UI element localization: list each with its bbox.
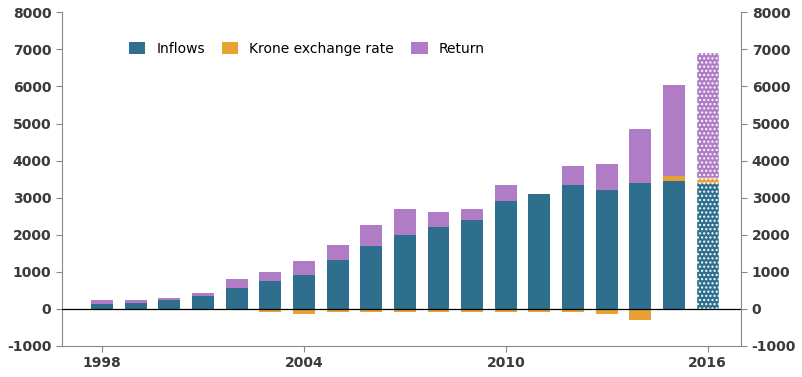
Bar [293, 261, 314, 275]
Bar [259, 271, 281, 281]
Bar [460, 309, 483, 312]
Bar [696, 53, 718, 178]
Bar [629, 129, 650, 183]
Bar [629, 309, 650, 320]
Bar [595, 190, 617, 309]
Bar [293, 275, 314, 309]
Bar [326, 261, 348, 309]
Bar [192, 293, 213, 296]
Bar [662, 176, 684, 181]
Bar [561, 166, 583, 185]
Bar [225, 288, 247, 309]
Bar [394, 209, 415, 234]
Bar [460, 209, 483, 220]
Bar [225, 309, 247, 311]
Bar [696, 183, 718, 309]
Legend: Inflows, Krone exchange rate, Return: Inflows, Krone exchange rate, Return [123, 36, 489, 61]
Bar [460, 220, 483, 309]
Bar [394, 234, 415, 309]
Bar [124, 303, 147, 309]
Bar [326, 245, 348, 261]
Bar [427, 227, 449, 309]
Bar [360, 225, 382, 246]
Bar [91, 305, 113, 309]
Bar [360, 309, 382, 312]
Bar [259, 281, 281, 309]
Bar [124, 300, 147, 303]
Bar [394, 309, 415, 312]
Bar [662, 85, 684, 176]
Bar [561, 185, 583, 309]
Bar [192, 296, 213, 309]
Bar [158, 297, 180, 300]
Bar [158, 300, 180, 309]
Bar [326, 309, 348, 312]
Bar [91, 300, 113, 305]
Bar [595, 164, 617, 190]
Bar [595, 309, 617, 314]
Bar [259, 309, 281, 312]
Bar [494, 309, 516, 312]
Bar [427, 309, 449, 312]
Bar [629, 183, 650, 309]
Bar [494, 185, 516, 201]
Bar [360, 246, 382, 309]
Bar [528, 194, 549, 309]
Bar [662, 181, 684, 309]
Bar [696, 178, 718, 183]
Bar [293, 309, 314, 314]
Bar [528, 309, 549, 312]
Bar [225, 279, 247, 288]
Bar [561, 309, 583, 312]
Bar [494, 201, 516, 309]
Bar [427, 212, 449, 227]
